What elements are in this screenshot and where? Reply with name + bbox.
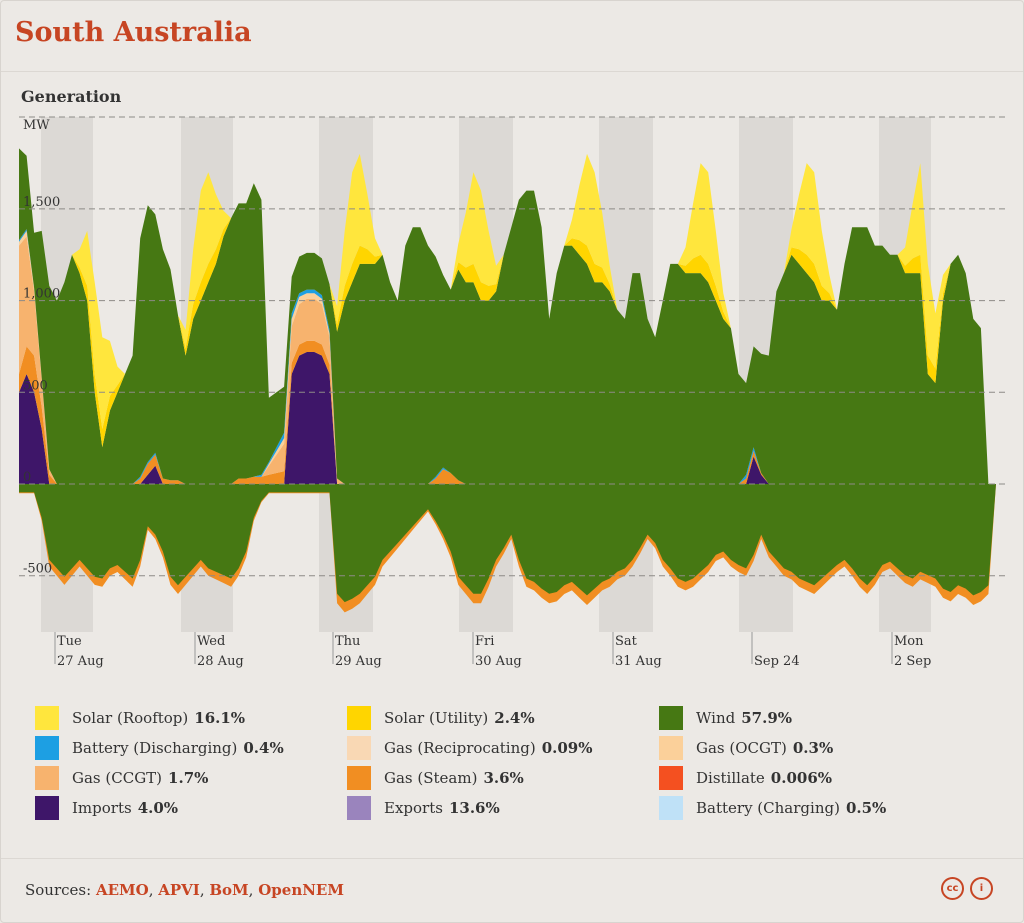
legend-percent: 0.3% <box>792 738 834 757</box>
x-tick-day: Mon <box>894 634 924 649</box>
y-tick-label: -500 <box>23 562 52 577</box>
legend-swatch <box>659 705 683 730</box>
legend-item[interactable]: Battery (Discharging) 0.4% <box>35 735 347 760</box>
legend-label: Battery (Charging) <box>696 798 840 817</box>
legend-swatch <box>347 735 371 760</box>
x-tick-date: 2 Sep <box>894 654 931 669</box>
legend-swatch <box>347 795 371 820</box>
generation-chart[interactable]: -500 0 500 1,000 1,500 MW Tue 27 Aug Wed 28 Aug Th… <box>1 1 1024 701</box>
y-tick-label: 0 <box>23 470 31 485</box>
legend-percent: 57.9% <box>741 708 793 727</box>
legend-percent: 1.7% <box>168 768 209 787</box>
legend-swatch <box>35 795 59 820</box>
series-area-exports <box>19 484 996 603</box>
legend-percent: 13.6% <box>448 798 500 817</box>
legend-label: Gas (Steam) <box>384 768 478 787</box>
panel-title: Generation <box>21 87 122 106</box>
x-tick-date: 29 Aug <box>335 654 382 669</box>
y-tick-label: 1,000 <box>23 287 60 302</box>
x-tick-day: Wed <box>197 634 225 649</box>
source-link-aemo[interactable]: AEMO <box>95 881 149 899</box>
legend-percent: 4.0% <box>137 798 179 817</box>
legend-percent: 3.6% <box>483 768 524 787</box>
y-unit-label: MW <box>23 118 50 133</box>
legend-label: Exports <box>384 798 443 817</box>
legend-item[interactable]: Exports 13.6% <box>347 795 659 820</box>
attribution-icon[interactable]: i <box>970 877 993 900</box>
legend: Solar (Rooftop) 16.1% Solar (Utility) 2.4% W… <box>35 705 995 820</box>
legend-label: Imports <box>72 798 132 817</box>
legend-percent: 0.006% <box>770 768 833 787</box>
legend-label: Solar (Utility) <box>384 708 489 727</box>
legend-item[interactable]: Gas (Reciprocating) 0.09% <box>347 735 659 760</box>
source-link-bom[interactable]: BoM <box>209 881 249 899</box>
x-tick-day: Sat <box>615 634 638 649</box>
cc-icon[interactable]: cc <box>941 877 964 900</box>
legend-item[interactable]: Battery (Charging) 0.5% <box>659 795 971 820</box>
sources-label: Sources: <box>25 881 92 899</box>
legend-label: Distillate <box>696 768 765 787</box>
legend-percent: 2.4% <box>494 708 535 727</box>
legend-swatch <box>35 735 59 760</box>
legend-swatch <box>347 765 371 790</box>
legend-label: Gas (CCGT) <box>72 768 163 787</box>
legend-label: Gas (OCGT) <box>696 738 787 757</box>
legend-item[interactable]: Solar (Utility) 2.4% <box>347 705 659 730</box>
legend-swatch <box>659 795 683 820</box>
footer-divider <box>1 858 1023 859</box>
source-link-apvi[interactable]: APVI <box>158 881 200 899</box>
x-tick-date: 28 Aug <box>197 654 244 669</box>
series-area-wind <box>19 148 996 484</box>
legend-percent: 0.5% <box>845 798 887 817</box>
legend-swatch <box>659 765 683 790</box>
x-tick-date: Sep 24 <box>754 654 800 669</box>
region-title: South Australia <box>15 17 252 48</box>
legend-label: Gas (Reciprocating) <box>384 738 536 757</box>
legend-swatch <box>35 705 59 730</box>
source-link-opennem[interactable]: OpenNEM <box>258 881 344 899</box>
legend-item[interactable]: Imports 4.0% <box>35 795 347 820</box>
x-tick-day: Thu <box>335 634 360 649</box>
title-divider <box>1 71 1023 72</box>
legend-item[interactable]: Distillate 0.006% <box>659 765 971 790</box>
legend-swatch <box>659 735 683 760</box>
legend-item[interactable]: Solar (Rooftop) 16.1% <box>35 705 347 730</box>
x-tick-day: Fri <box>475 634 494 649</box>
legend-label: Solar (Rooftop) <box>72 708 189 727</box>
legend-swatch <box>35 765 59 790</box>
x-tick-day: Tue <box>57 634 82 649</box>
legend-item[interactable]: Wind 57.9% <box>659 705 971 730</box>
legend-item[interactable]: Gas (OCGT) 0.3% <box>659 735 971 760</box>
sources: Sources: AEMO, APVI, BoM, OpenNEM <box>25 881 344 899</box>
license[interactable]: cc i <box>941 877 993 900</box>
legend-label: Wind <box>696 708 736 727</box>
x-tick-date: 30 Aug <box>475 654 522 669</box>
legend-swatch <box>347 705 371 730</box>
legend-percent: 0.4% <box>243 738 284 757</box>
legend-item[interactable]: Gas (CCGT) 1.7% <box>35 765 347 790</box>
x-tick-date: 27 Aug <box>57 654 104 669</box>
x-tick-date: 31 Aug <box>615 654 662 669</box>
y-tick-label: 1,500 <box>23 195 60 210</box>
legend-percent: 16.1% <box>194 708 246 727</box>
y-tick-label: 500 <box>23 378 48 393</box>
legend-item[interactable]: Gas (Steam) 3.6% <box>347 765 659 790</box>
legend-percent: 0.09% <box>541 738 593 757</box>
legend-label: Battery (Discharging) <box>72 738 238 757</box>
